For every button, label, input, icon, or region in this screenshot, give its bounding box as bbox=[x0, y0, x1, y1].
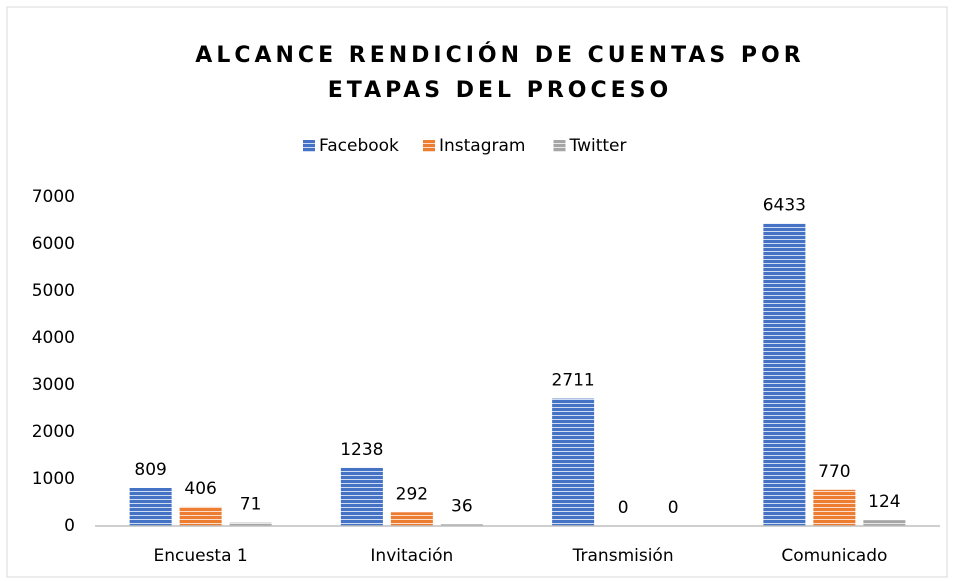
data-label: 809 bbox=[134, 460, 166, 480]
data-label: 124 bbox=[868, 492, 900, 512]
chart-border bbox=[6, 6, 948, 578]
legend-swatch bbox=[553, 140, 566, 152]
bar bbox=[129, 487, 172, 526]
x-tick-label: Encuesta 1 bbox=[153, 546, 247, 566]
data-label: 1238 bbox=[340, 440, 383, 460]
bar bbox=[552, 398, 595, 526]
y-tick-label: 6000 bbox=[32, 234, 75, 254]
data-label: 770 bbox=[818, 462, 850, 482]
x-tick-label: Invitación bbox=[370, 546, 453, 566]
bar bbox=[440, 524, 483, 526]
y-tick-label: 5000 bbox=[32, 281, 75, 301]
data-label: 2711 bbox=[551, 371, 594, 391]
y-tick-label: 3000 bbox=[32, 375, 75, 395]
data-label: 6433 bbox=[763, 196, 806, 216]
legend-label: Twitter bbox=[569, 136, 627, 156]
data-label: 0 bbox=[668, 498, 679, 518]
y-tick-label: 2000 bbox=[32, 422, 75, 442]
bar bbox=[179, 506, 222, 526]
data-label: 0 bbox=[618, 498, 629, 518]
y-tick-label: 4000 bbox=[32, 328, 75, 348]
data-label: 406 bbox=[184, 479, 216, 499]
chart-title: ALCANCE RENDICIÓN DE CUENTAS POR ETAPAS … bbox=[195, 43, 805, 103]
bar bbox=[390, 512, 433, 526]
y-tick-label: 0 bbox=[64, 516, 75, 536]
bar bbox=[229, 522, 272, 526]
bar bbox=[863, 520, 906, 526]
bar bbox=[763, 223, 806, 527]
data-label: 292 bbox=[396, 484, 428, 504]
bar bbox=[813, 489, 856, 526]
data-label: 36 bbox=[451, 496, 473, 516]
x-tick-label: Transmisión bbox=[572, 546, 674, 566]
data-label: 71 bbox=[240, 495, 262, 515]
legend-swatch bbox=[303, 140, 315, 152]
legend-label: Instagram bbox=[439, 136, 526, 156]
legend-label: Facebook bbox=[319, 136, 399, 156]
y-tick-label: 7000 bbox=[32, 187, 75, 207]
x-tick-label: Comunicado bbox=[781, 546, 887, 566]
legend-swatch bbox=[423, 140, 435, 152]
y-tick-label: 1000 bbox=[32, 469, 75, 489]
bar bbox=[340, 467, 383, 526]
